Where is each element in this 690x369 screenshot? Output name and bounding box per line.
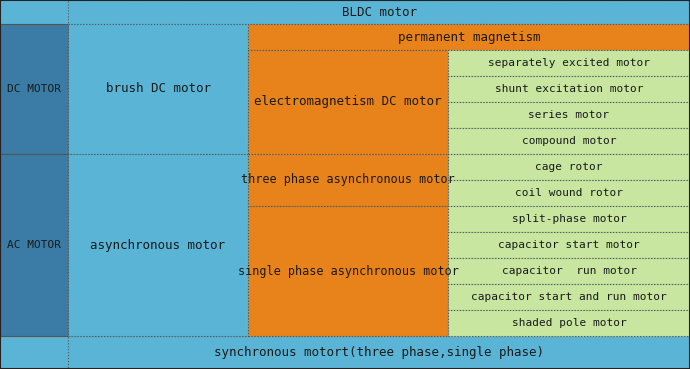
- Text: single phase asynchronous motor: single phase asynchronous motor: [237, 265, 458, 277]
- Text: brush DC motor: brush DC motor: [106, 83, 210, 96]
- Text: separately excited motor: separately excited motor: [488, 58, 650, 68]
- Text: capacitor  run motor: capacitor run motor: [502, 266, 636, 276]
- Bar: [448, 154, 690, 180]
- Bar: [68, 24, 248, 154]
- Text: asynchronous motor: asynchronous motor: [90, 238, 226, 252]
- Text: shaded pole motor: shaded pole motor: [511, 318, 627, 328]
- Bar: [448, 284, 690, 310]
- Bar: [448, 258, 690, 284]
- Bar: [248, 24, 690, 50]
- Bar: [448, 310, 690, 336]
- Bar: [448, 102, 690, 128]
- Text: series motor: series motor: [529, 110, 609, 120]
- Text: DC MOTOR: DC MOTOR: [7, 84, 61, 94]
- Bar: [68, 154, 248, 336]
- Bar: [68, 336, 690, 369]
- Text: BLDC motor: BLDC motor: [342, 6, 417, 18]
- Text: cage rotor: cage rotor: [535, 162, 603, 172]
- Text: shunt excitation motor: shunt excitation motor: [495, 84, 643, 94]
- Bar: [0, 24, 68, 154]
- Text: electromagnetism DC motor: electromagnetism DC motor: [254, 96, 442, 108]
- Text: coil wound rotor: coil wound rotor: [515, 188, 623, 198]
- Text: three phase asynchronous motor: three phase asynchronous motor: [241, 173, 455, 186]
- Text: synchronous motort(three phase,single phase): synchronous motort(three phase,single ph…: [214, 346, 544, 359]
- Bar: [448, 206, 690, 232]
- Bar: [448, 128, 690, 154]
- Bar: [248, 206, 448, 336]
- Text: permanent magnetism: permanent magnetism: [397, 31, 540, 44]
- Bar: [448, 50, 690, 76]
- Text: compound motor: compound motor: [522, 136, 616, 146]
- Text: capacitor start and run motor: capacitor start and run motor: [471, 292, 667, 302]
- Bar: [68, 0, 690, 24]
- Bar: [448, 232, 690, 258]
- Bar: [248, 154, 448, 206]
- Text: split-phase motor: split-phase motor: [511, 214, 627, 224]
- Bar: [248, 50, 448, 154]
- Bar: [448, 180, 690, 206]
- Bar: [448, 76, 690, 102]
- Text: capacitor start motor: capacitor start motor: [498, 240, 640, 250]
- Text: AC MOTOR: AC MOTOR: [7, 240, 61, 250]
- Bar: [0, 154, 68, 336]
